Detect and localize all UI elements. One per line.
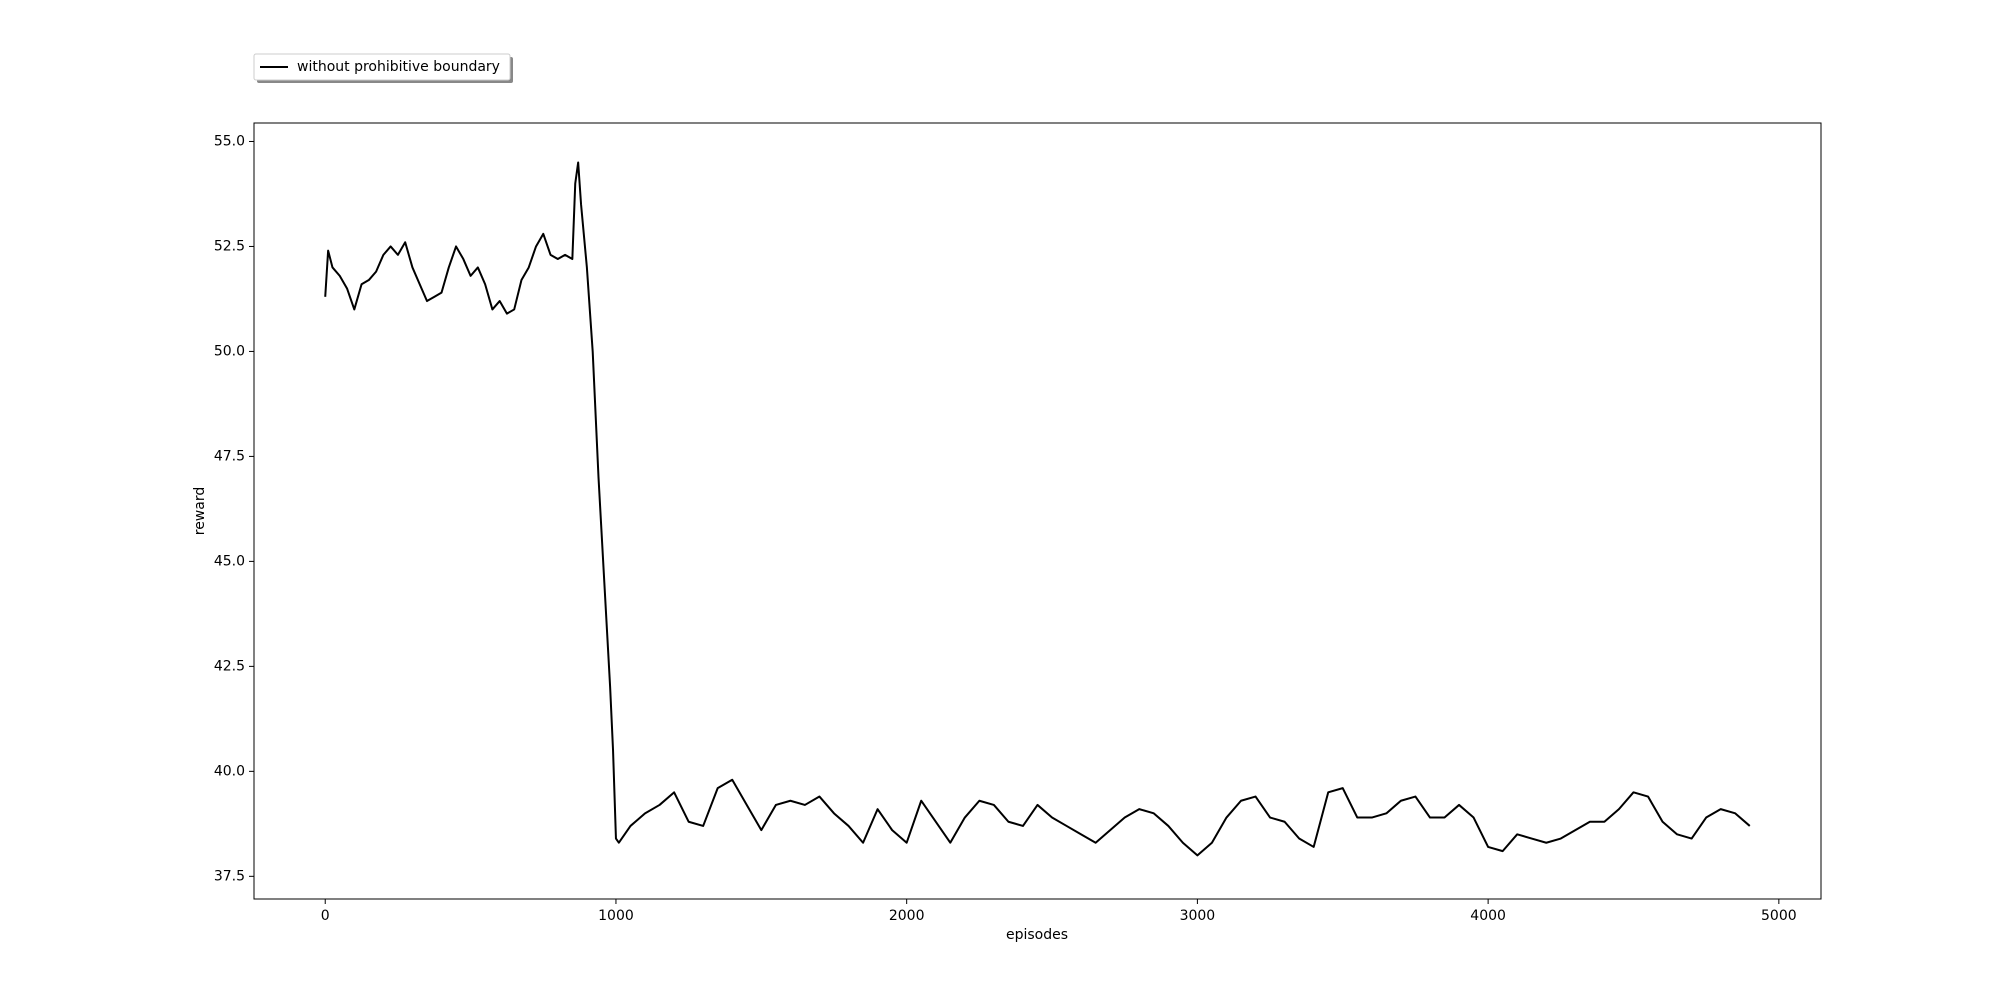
x-axis-label: episodes [1006, 927, 1068, 943]
data-line [324, 161, 1751, 857]
y-tick-label: 37.5 [214, 868, 245, 884]
x-tick-label: 2000 [889, 908, 925, 924]
y-tick-label: 55.0 [214, 133, 245, 149]
x-tick-label: 0 [321, 908, 330, 924]
x-tick-label: 5000 [1761, 908, 1797, 924]
y-axis-label: reward [192, 487, 208, 536]
plot-frame [253, 122, 1822, 900]
legend-box [253, 53, 511, 81]
y-tick-label: 52.5 [214, 238, 245, 254]
x-tick-label: 4000 [1470, 908, 1506, 924]
y-tick-label: 40.0 [214, 763, 245, 779]
y-tick-label: 47.5 [214, 448, 245, 464]
y-tick-label: 45.0 [214, 553, 245, 569]
y-tick-label: 42.5 [214, 658, 245, 674]
x-tick-label: 1000 [598, 908, 634, 924]
legend-label: without prohibitive boundary [297, 59, 500, 75]
y-tick-label: 50.0 [214, 343, 245, 359]
x-tick-label: 3000 [1180, 908, 1216, 924]
